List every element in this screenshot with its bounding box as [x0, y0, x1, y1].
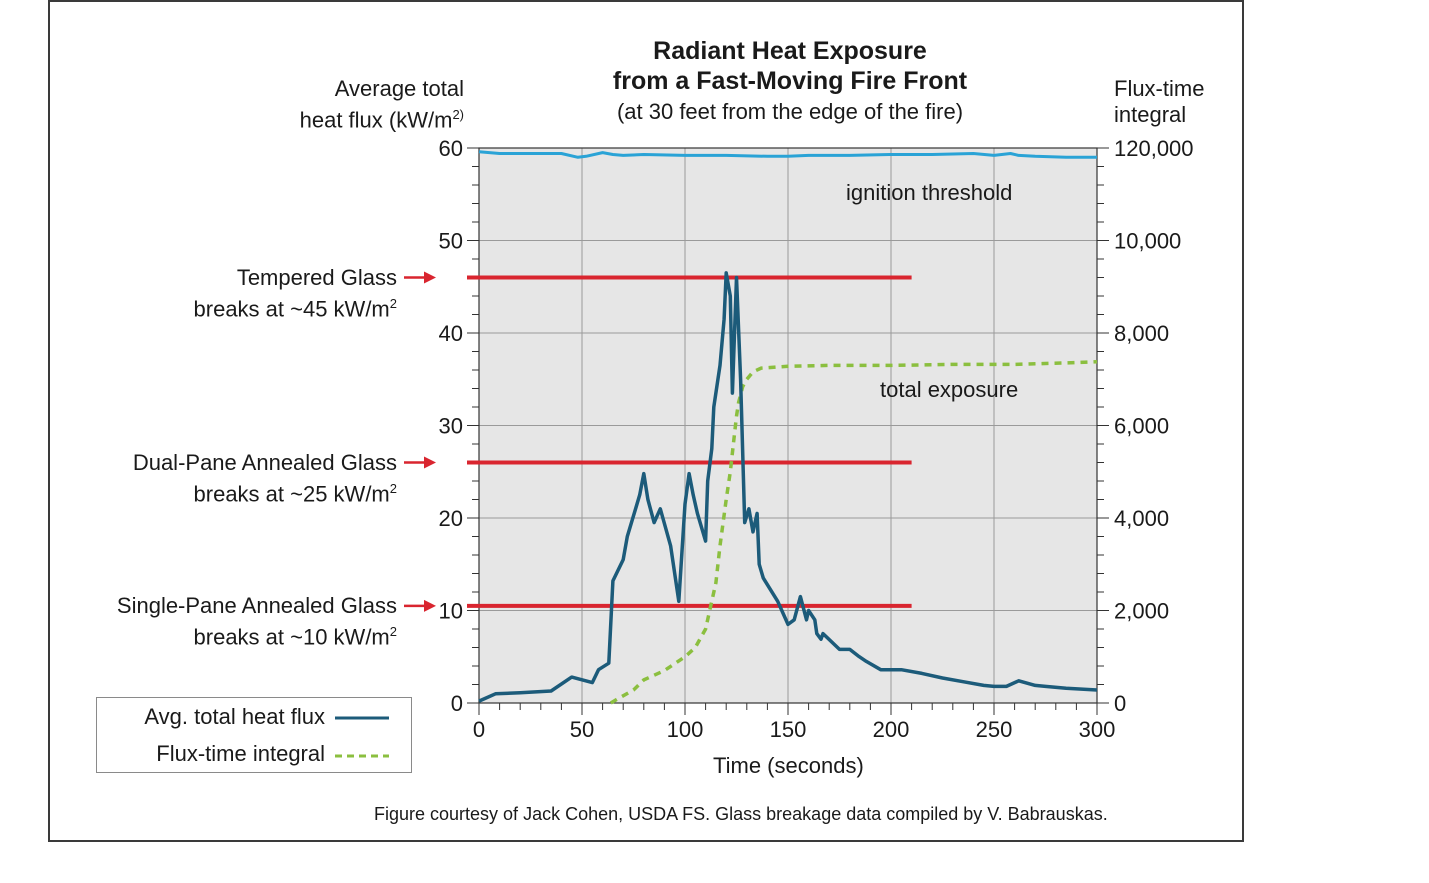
threshold-label-title: Tempered Glass — [236, 264, 397, 290]
threshold-label-title: Single-Pane Annealed Glass — [116, 592, 397, 618]
y-tick-label-right: 8,000 — [1114, 321, 1169, 346]
x-tick-label: 300 — [1079, 717, 1116, 742]
chart-subtitle: (at 30 feet from the edge of the fire) — [616, 99, 964, 124]
threshold-label-value: breaks at ~25 kW/m2 — [60, 476, 397, 507]
series-line-flux-integral — [609, 359, 1098, 705]
y-tick-label-left: 0 — [451, 691, 463, 716]
plot-border — [478, 147, 1098, 704]
y-tick-label-left: 30 — [439, 414, 463, 439]
chart-title-line1: Radiant Heat Exposure — [653, 37, 927, 65]
annotation-ignition-threshold: ignition threshold — [846, 180, 1013, 205]
threshold-label-value: breaks at ~45 kW/m2 — [60, 291, 397, 322]
x-tick-label: 150 — [770, 717, 807, 742]
series-line-ignition-threshold — [478, 150, 1097, 159]
legend-label-heat-flux: Avg. total heat flux — [144, 704, 325, 729]
threshold-label-value-sup: 2 — [389, 480, 397, 496]
x-tick-label: 200 — [873, 717, 910, 742]
y-tick-label-left: 60 — [439, 136, 463, 161]
threshold-label-value-sup: 2 — [389, 295, 397, 311]
x-tick-label: 50 — [570, 717, 594, 742]
annotation-total-exposure: total exposure — [880, 377, 1019, 402]
chart-title-line2: from a Fast-Moving Fire Front — [612, 67, 968, 95]
x-tick-label: 250 — [976, 717, 1013, 742]
threshold-label-value-text: breaks at ~45 kW/m — [193, 295, 390, 321]
x-tick-label: 100 — [667, 717, 704, 742]
threshold-arrow-head — [424, 599, 436, 612]
threshold-arrow-head — [424, 456, 436, 469]
y-axis-right-label-line2: integral — [1114, 102, 1187, 127]
threshold-label-value: breaks at ~10 kW/m2 — [60, 619, 397, 650]
y-axis-left-label-sup: 2) — [452, 107, 464, 122]
series-line-heat-flux — [478, 271, 1098, 703]
y-tick-label-left: 40 — [439, 321, 463, 346]
threshold-label-title: Dual-Pane Annealed Glass — [132, 449, 397, 475]
y-tick-label-right: 120,000 — [1114, 136, 1194, 161]
y-tick-label-left: 50 — [439, 229, 463, 254]
y-tick-label-right: 2,000 — [1114, 599, 1169, 624]
x-tick-label: 0 — [473, 717, 485, 742]
legend-swatch-flux-integral — [335, 754, 389, 758]
legend-swatch-heat-flux — [335, 716, 389, 720]
y-axis-right-label-line1: Flux-time — [1114, 76, 1205, 101]
threshold-label-value-sup: 2 — [389, 623, 397, 639]
y-axis-left-label-line1: Average total — [334, 76, 464, 101]
threshold-arrow-head — [424, 271, 436, 284]
y-tick-label-right: 4,000 — [1114, 506, 1169, 531]
y-tick-label-right: 6,000 — [1114, 414, 1169, 439]
y-tick-label-right: 10,000 — [1114, 229, 1181, 254]
y-axis-left-label-text: heat flux (kW/m — [299, 107, 453, 133]
figure-frame — [48, 0, 1244, 842]
y-tick-label-right: 0 — [1114, 691, 1126, 716]
figure-credit: Figure courtesy of Jack Cohen, USDA FS. … — [374, 804, 1108, 824]
y-tick-label-left: 10 — [439, 599, 463, 624]
legend: Avg. total heat flux Flux-time integral — [96, 697, 412, 773]
threshold-label-value-text: breaks at ~10 kW/m — [193, 624, 390, 650]
x-axis-label: Time (seconds) — [713, 753, 864, 778]
y-tick-label-left: 20 — [439, 506, 463, 531]
legend-label-flux-integral: Flux-time integral — [156, 741, 325, 766]
y-axis-left-label-line2: heat flux (kW/m2) — [230, 102, 464, 133]
threshold-label-value-text: breaks at ~25 kW/m — [193, 480, 390, 506]
